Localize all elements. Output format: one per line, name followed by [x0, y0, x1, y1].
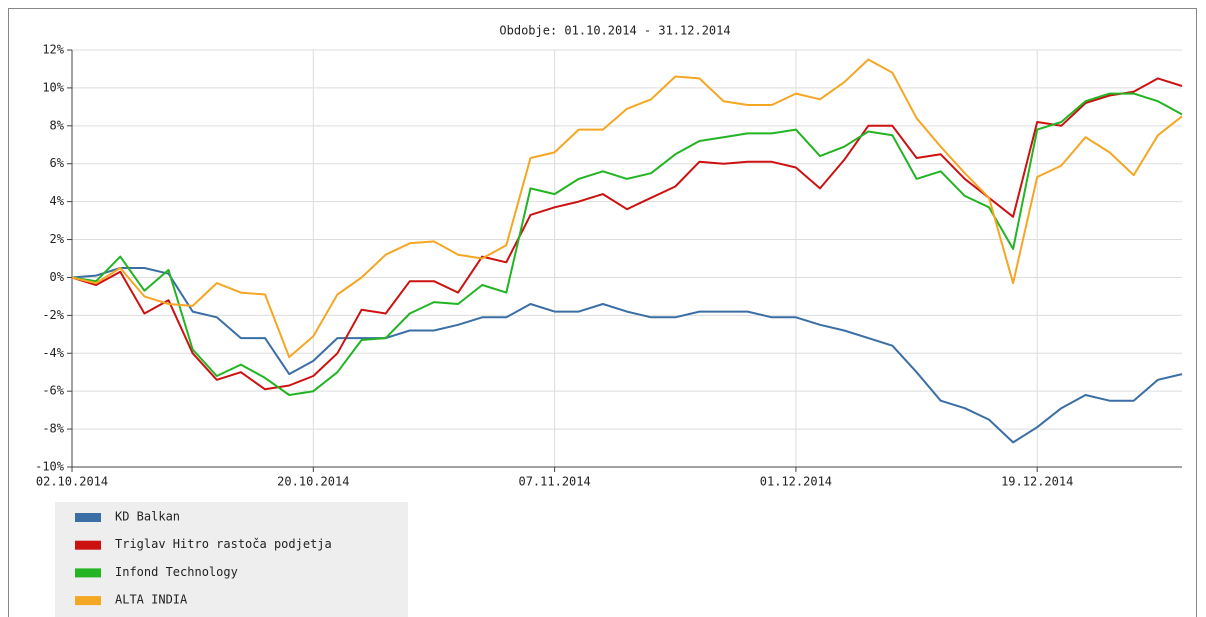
legend-swatch: [75, 540, 101, 550]
legend-box: [55, 502, 408, 617]
chart-title: Obdobje: 01.10.2014 - 31.12.2014: [499, 24, 730, 38]
x-tick-label: 02.10.2014: [36, 475, 108, 489]
y-tick-label: -2%: [42, 308, 64, 322]
x-tick-label: 07.11.2014: [518, 475, 590, 489]
y-tick-label: -6%: [42, 384, 64, 398]
x-tick-label: 20.10.2014: [277, 475, 349, 489]
y-tick-label: -4%: [42, 346, 64, 360]
y-tick-label: 10%: [42, 80, 64, 94]
series-line: [71, 92, 1183, 396]
y-tick-label: 2%: [50, 232, 65, 246]
legend-label: ALTA INDIA: [115, 593, 188, 607]
x-tick-label: 19.12.2014: [1001, 475, 1073, 489]
legend-swatch: [75, 513, 101, 522]
y-tick-label: 8%: [50, 118, 65, 132]
series-line: [71, 77, 1183, 391]
series-line: [71, 58, 1183, 359]
legend-label: Infond Technology: [115, 565, 238, 579]
series-line: [71, 267, 1183, 444]
y-tick-label: 6%: [50, 156, 65, 170]
y-tick-label: -8%: [42, 422, 64, 436]
legend-label: KD Balkan: [115, 510, 180, 524]
y-tick-label: 0%: [50, 270, 65, 284]
y-tick-label: 4%: [50, 194, 65, 208]
legend-swatch: [75, 596, 101, 606]
x-tick-label: 01.12.2014: [760, 475, 832, 489]
y-tick-label: -10%: [35, 460, 65, 474]
legend-label: Triglav Hitro rastoča podjetja: [115, 537, 332, 551]
y-tick-label: 12%: [42, 43, 64, 57]
legend-swatch: [75, 568, 101, 578]
